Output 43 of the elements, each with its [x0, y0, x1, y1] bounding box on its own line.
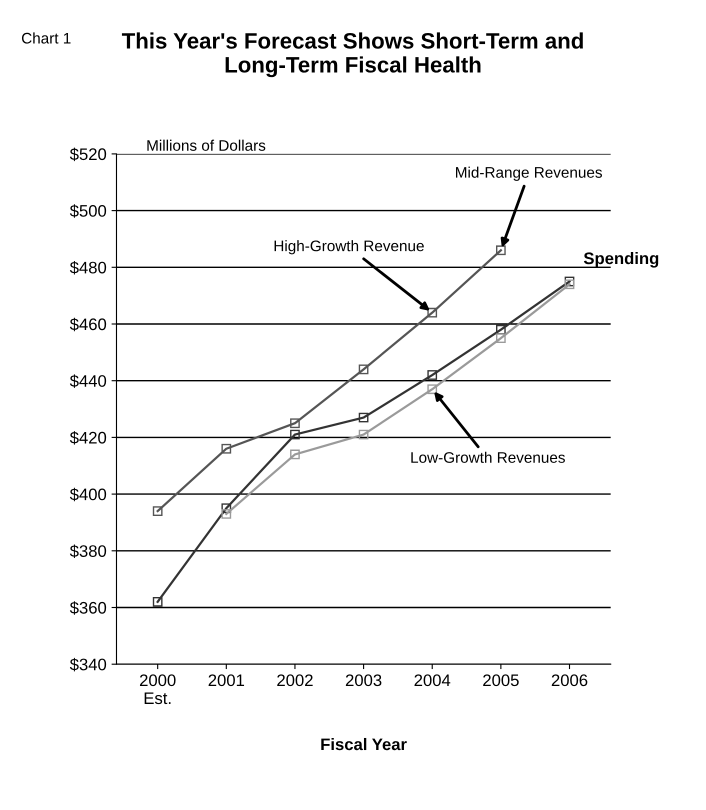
- y-tick-label: $520: [70, 148, 106, 162]
- y-tick-label: $340: [70, 658, 106, 672]
- point: [427, 370, 438, 380]
- point: [152, 506, 163, 516]
- point: [427, 308, 438, 318]
- y-tick-label: $480: [70, 261, 106, 274]
- x-tick-label: 2006: [552, 674, 588, 686]
- y-tick-label: $460: [70, 318, 106, 332]
- caption: Chart 1: [22, 32, 71, 44]
- x-tick-label: 2005: [483, 674, 519, 686]
- annotation: Spending: [584, 252, 658, 268]
- annotation: Low-Growth Revenues: [411, 452, 565, 463]
- annotation: Mid-Range Revenues: [456, 166, 602, 181]
- annotation: High-Growth Revenue: [274, 240, 424, 254]
- point: [358, 364, 368, 374]
- x-tick-label: 2002: [277, 674, 313, 686]
- point: [358, 430, 368, 440]
- x-axis-title: Fiscal Year: [321, 738, 407, 750]
- y-tick-label: $380: [70, 544, 106, 558]
- chart-title: This Year's Forecast Shows Short-Term and Long-Term Fiscal Health: [122, 32, 583, 78]
- point: [221, 503, 232, 514]
- y-tick-label: $500: [70, 204, 106, 218]
- point: [427, 384, 438, 394]
- point: [221, 509, 232, 519]
- y-axis-title: Millions of Dollars: [147, 140, 266, 151]
- y-tick-label: $400: [70, 488, 106, 502]
- point: [358, 412, 368, 422]
- y-tick-label: $420: [70, 431, 106, 445]
- x-tick-label: 2001: [208, 674, 244, 686]
- point: [496, 333, 506, 344]
- point: [496, 245, 506, 256]
- x-tick-label: 2000 Est.: [140, 674, 176, 704]
- point: [290, 450, 300, 460]
- x-tick-label: 2004: [414, 674, 450, 686]
- point: [290, 418, 300, 428]
- point: [152, 596, 163, 607]
- x-tick-label: 2003: [346, 674, 382, 686]
- y-tick-label: $360: [70, 601, 106, 615]
- point: [564, 279, 574, 290]
- point: [496, 324, 506, 335]
- y-tick-label: $440: [70, 374, 106, 388]
- point: [290, 430, 300, 440]
- point: [221, 444, 232, 454]
